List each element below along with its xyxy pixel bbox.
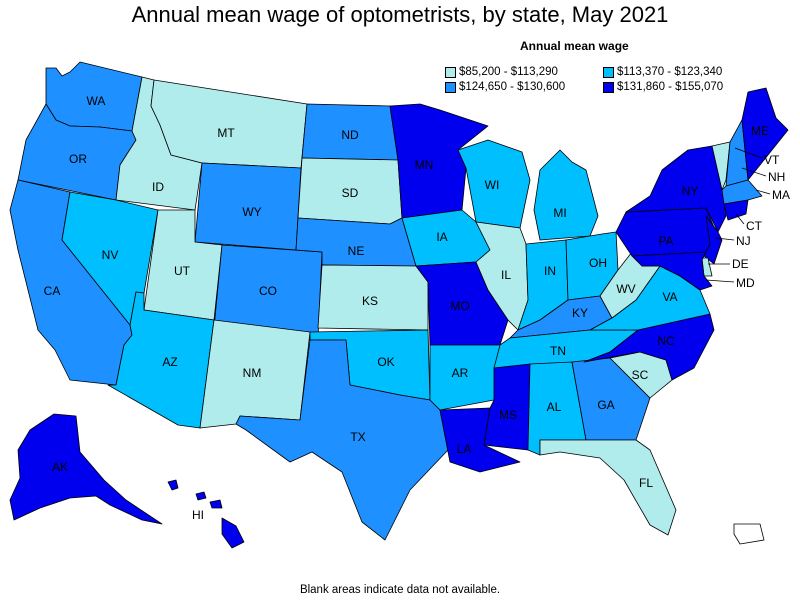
label-il: IL [501, 268, 511, 282]
legend-swatch [445, 66, 456, 78]
label-mn: MN [415, 158, 434, 172]
label-id: ID [152, 180, 164, 194]
label-fl: FL [639, 476, 653, 490]
label-mo: MO [450, 299, 469, 313]
legend-title: Annual mean wage [520, 39, 629, 53]
state-ct[interactable] [723, 199, 749, 221]
label-ia: IA [436, 230, 447, 244]
label-az: AZ [162, 355, 177, 369]
legend-item-tier-2: $124,650 - $130,600 [445, 81, 565, 93]
label-nh: NH [768, 170, 785, 184]
label-nv: NV [102, 248, 119, 262]
label-wv: WV [616, 282, 635, 296]
legend-swatch [445, 81, 456, 93]
label-tn: TN [550, 344, 566, 358]
label-ok: OK [377, 355, 394, 369]
state-md[interactable] [631, 251, 713, 291]
label-tx: TX [350, 430, 365, 444]
label-nm: NM [243, 366, 262, 380]
label-ks: KS [362, 294, 378, 308]
footer-note: Blank areas indicate data not available. [299, 584, 501, 596]
label-co: CO [259, 284, 277, 298]
label-ms: MS [499, 408, 517, 422]
legend-item-tier-1: $113,370 - $123,340 [603, 66, 722, 78]
label-md: MD [736, 276, 755, 290]
state-tx[interactable] [235, 339, 449, 541]
label-nd: ND [341, 128, 359, 142]
label-ct: CT [746, 219, 763, 233]
label-or: OR [69, 152, 87, 166]
label-ky: KY [572, 306, 588, 320]
label-ar: AR [452, 366, 469, 380]
legend-label: $131,860 - $155,070 [617, 81, 724, 93]
label-wi: WI [485, 178, 500, 192]
label-me: ME [751, 124, 769, 138]
state-pa[interactable] [615, 207, 717, 257]
label-ga: GA [597, 398, 614, 412]
label-in: IN [544, 264, 556, 278]
state-ks[interactable] [317, 264, 429, 331]
state-ak[interactable] [9, 413, 163, 525]
label-sd: SD [342, 186, 359, 200]
state-wi[interactable] [457, 139, 531, 229]
legend-item-tier-0: $85,200 - $113,290 [445, 66, 558, 78]
label-sc: SC [632, 368, 649, 382]
label-ak: AK [52, 460, 68, 474]
legend-item-tier-3: $131,860 - $155,070 [603, 81, 723, 93]
state-az[interactable] [107, 291, 215, 429]
map-title: Annual mean wage of optometrists, by sta… [131, 2, 669, 27]
state-fl[interactable] [539, 439, 677, 536]
state-me[interactable] [741, 87, 789, 181]
label-wy: WY [242, 205, 261, 219]
label-oh: OH [589, 256, 607, 270]
label-ma: MA [772, 188, 790, 202]
state-hi[interactable] [167, 479, 245, 549]
state-vt[interactable] [711, 141, 731, 191]
legend-swatch [603, 66, 614, 78]
label-ut: UT [174, 264, 191, 278]
label-ny: NY [682, 184, 699, 198]
label-ca: CA [44, 284, 61, 298]
state-mi[interactable] [533, 149, 599, 241]
label-mt: MT [217, 126, 235, 140]
label-vt: VT [764, 153, 780, 167]
state-pr[interactable] [733, 523, 765, 545]
legend-label: $113,370 - $123,340 [617, 66, 723, 78]
label-nj: NJ [736, 234, 751, 248]
label-pa: PA [658, 234, 673, 248]
state-ar[interactable] [429, 344, 501, 411]
legend-swatch [603, 81, 614, 93]
label-al: AL [547, 400, 562, 414]
legend-label: $85,200 - $113,290 [459, 66, 558, 78]
label-mi: MI [553, 206, 566, 220]
label-hi: HI [192, 508, 204, 522]
legend-label: $124,650 - $130,600 [459, 81, 566, 93]
state-mt[interactable] [150, 79, 308, 169]
state-labels: WA OR CA ID NV MT WY UT AZ CO NM ND SD N… [44, 94, 790, 522]
label-ne: NE [348, 244, 365, 258]
label-de: DE [732, 257, 749, 271]
label-wa: WA [87, 94, 106, 108]
label-la: LA [457, 442, 472, 456]
state-il[interactable] [475, 221, 529, 331]
state-nc[interactable] [583, 313, 715, 381]
label-va: VA [662, 290, 677, 304]
label-nc: NC [657, 334, 675, 348]
